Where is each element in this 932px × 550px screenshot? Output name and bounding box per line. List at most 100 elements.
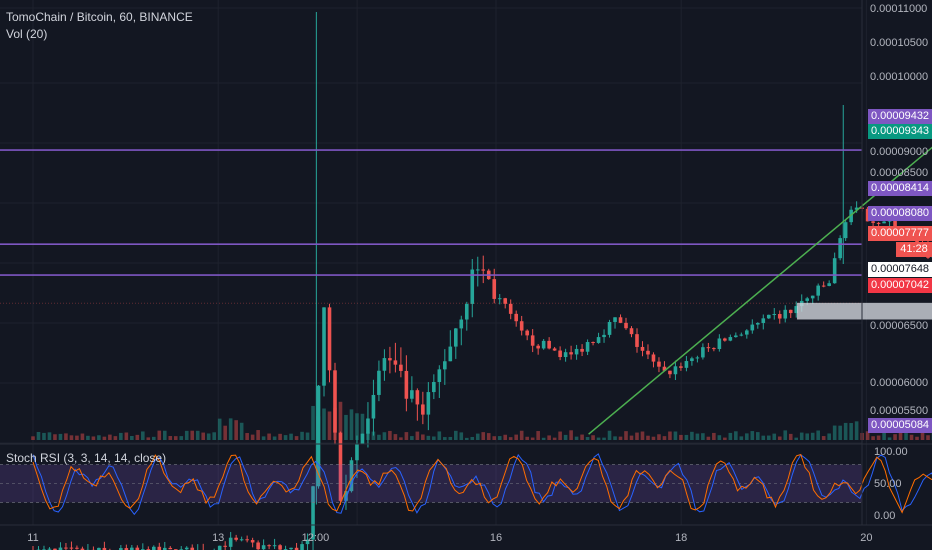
candle-body	[459, 319, 464, 329]
volume-bar	[777, 436, 782, 440]
volume-bar	[151, 436, 156, 440]
volume-bar	[706, 436, 711, 440]
candle-body	[448, 346, 453, 362]
volume-legend[interactable]: Vol (20)	[6, 27, 48, 41]
volume-bar	[750, 431, 755, 440]
volume-bar	[695, 433, 700, 440]
volume-bar	[728, 432, 733, 440]
candle-body	[217, 545, 222, 550]
candle-body	[388, 358, 392, 361]
volume-bar	[344, 414, 348, 440]
time-tick-label: 20	[860, 532, 872, 544]
drawings[interactable]	[588, 86, 932, 435]
candle-body	[832, 258, 837, 284]
candle-body	[432, 382, 436, 393]
candle-body	[190, 547, 195, 550]
candle-body	[684, 361, 689, 368]
candle-body	[882, 221, 886, 224]
candle-body	[854, 207, 859, 210]
candle-body	[552, 348, 557, 351]
candle-body	[371, 394, 376, 419]
time-tick-label: 13	[212, 532, 224, 544]
volume-bar	[261, 436, 266, 440]
candle-body	[399, 364, 403, 371]
candle-body	[135, 547, 140, 550]
candle-body	[794, 306, 799, 314]
candle-body	[267, 545, 271, 547]
candle-body	[574, 348, 579, 355]
candle-body	[261, 545, 266, 550]
volume-bar	[80, 433, 85, 440]
volume-bar	[453, 430, 458, 440]
candle-body	[338, 432, 343, 501]
candle-body	[316, 385, 321, 487]
volume-bar	[805, 433, 810, 440]
candle-body	[547, 340, 551, 349]
volume-bar	[377, 434, 381, 440]
price-tick-label: 0.00010500	[870, 37, 928, 49]
candle-body	[563, 352, 568, 358]
volume-bar	[234, 420, 238, 440]
volume-bar	[97, 435, 101, 440]
candle-body	[701, 347, 705, 358]
volume-bar	[563, 434, 568, 440]
volume-bar	[876, 435, 881, 440]
volume-bar	[245, 433, 249, 440]
volume-bar	[909, 434, 914, 440]
volume-bar	[580, 434, 584, 440]
price-tag: 0.00007777	[868, 226, 932, 241]
candle-body	[865, 208, 870, 222]
candle-body	[728, 337, 733, 341]
volume-bar	[300, 431, 304, 440]
volume-bar	[734, 431, 738, 440]
candle-body	[635, 334, 639, 347]
volume-bar	[772, 433, 777, 440]
trendline	[588, 146, 932, 435]
rsi-tick-label: 0.00	[874, 510, 895, 522]
volume-bar	[141, 431, 145, 440]
volume-bar	[843, 422, 848, 440]
candle-body	[151, 546, 156, 550]
candle-body	[382, 358, 387, 371]
candle-body	[503, 298, 508, 304]
candle-body	[119, 548, 123, 550]
volume-bar	[102, 436, 107, 440]
volume-bar	[865, 431, 870, 440]
volume-bar	[327, 411, 332, 440]
candle-body	[245, 539, 249, 541]
candle-body	[464, 303, 469, 320]
stoch-rsi-legend[interactable]: Stoch RSI (3, 3, 14, 14, close)	[6, 451, 167, 465]
candle-body	[706, 347, 711, 349]
candle-body	[234, 537, 238, 540]
candle-body	[827, 283, 831, 286]
price-tick-label: 0.00010000	[870, 71, 928, 83]
volume-bar	[799, 432, 804, 440]
candle-body	[355, 444, 359, 461]
candle-body	[673, 366, 678, 375]
volume-bar	[459, 432, 464, 440]
candle-body	[130, 547, 134, 550]
candle-body	[497, 298, 502, 300]
volume-bar	[745, 433, 749, 440]
volume-bar	[283, 435, 288, 440]
candle-body	[755, 322, 760, 325]
symbol-legend[interactable]: TomoChain / Bitcoin, 60, BINANCE	[6, 10, 193, 24]
volume-bar	[701, 433, 705, 440]
volume-bar	[717, 435, 722, 440]
volume-bar	[415, 431, 420, 440]
volume-bar	[448, 436, 453, 440]
volume-bar	[168, 436, 173, 440]
candle-body	[717, 338, 722, 350]
candle-body	[887, 220, 892, 222]
volume-bar	[432, 436, 436, 440]
volume-bar	[272, 436, 277, 440]
volume-bar	[256, 430, 260, 440]
candle-body	[344, 491, 348, 501]
horizontal-levels[interactable]	[0, 149, 862, 550]
volume-bar	[920, 432, 925, 440]
candle-body	[750, 324, 755, 331]
volume-bar	[130, 435, 134, 440]
candle-body	[168, 547, 173, 550]
candle-body	[668, 370, 672, 375]
